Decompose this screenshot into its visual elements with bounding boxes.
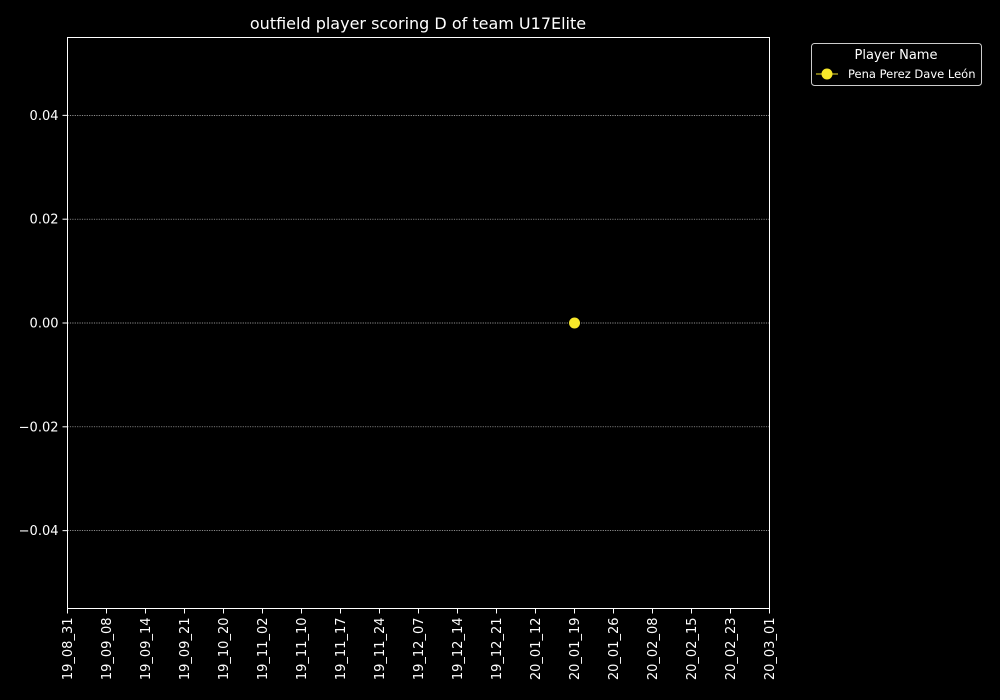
legend: Player Name Pena Perez Dave León	[811, 43, 982, 86]
x-tick-label: 19_09_08	[100, 618, 115, 681]
x-tick-label: 19_11_02	[256, 618, 271, 681]
legend-marker-dot	[821, 68, 833, 80]
legend-box	[811, 43, 982, 86]
x-tick-label: 19_12_07	[412, 618, 427, 681]
x-tick-label: 20_03_01	[763, 618, 778, 681]
data-points	[569, 317, 580, 329]
legend-title: Player Name	[855, 48, 938, 63]
y-tick-label: 0.00	[30, 317, 59, 332]
x-tick-label: 20_02_23	[724, 618, 739, 681]
x-tick-label: 20_01_26	[607, 618, 622, 681]
x-tick-label: 20_01_19	[568, 618, 583, 681]
y-tick-label: −0.04	[19, 524, 59, 539]
y-tick-label: −0.02	[19, 420, 59, 435]
y-tick-label: 0.02	[30, 213, 59, 228]
y-tick-label: 0.04	[30, 109, 59, 124]
chart-title: outfield player scoring D of team U17Eli…	[250, 14, 586, 33]
x-tick-label: 20_02_15	[685, 618, 700, 681]
data-point	[569, 317, 580, 329]
x-tick-label: 19_11_24	[373, 618, 388, 681]
y-axis: 0.04 0.02 0.00 −0.02 −0.04	[19, 109, 68, 539]
x-axis: 19_08_31 19_09_08 19_09_14 19_09_21 19_10_20…	[61, 608, 778, 681]
x-tick-label: 19_10_20	[217, 618, 232, 681]
x-tick-label: 20_02_08	[646, 618, 661, 681]
x-tick-label: 19_09_14	[139, 618, 154, 681]
x-tick-label: 19_08_31	[61, 618, 76, 681]
x-tick-label: 19_11_10	[295, 618, 310, 681]
legend-entry-label: Pena Perez Dave León	[848, 67, 975, 81]
x-tick-label: 19_11_17	[334, 618, 349, 681]
x-tick-label: 19_12_21	[490, 618, 505, 681]
grid-lines	[67, 115, 770, 531]
x-tick-label: 20_01_12	[529, 618, 544, 681]
x-tick-label: 19_09_21	[178, 618, 193, 681]
x-tick-label: 19_12_14	[451, 618, 466, 681]
